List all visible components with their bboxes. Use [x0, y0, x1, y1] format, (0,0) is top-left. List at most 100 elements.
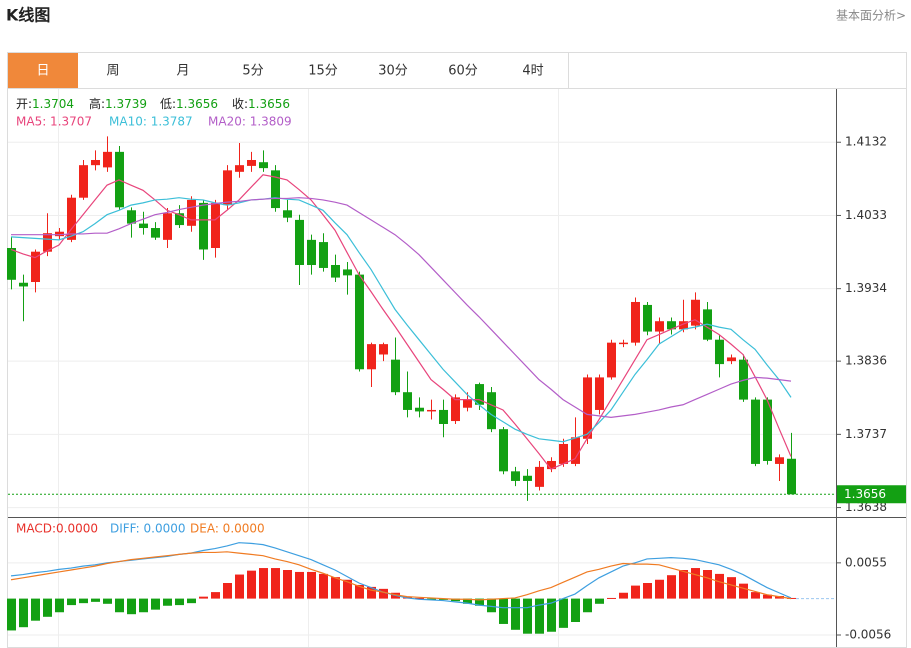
candle-body — [499, 429, 508, 472]
candle-body — [463, 399, 472, 408]
tab[interactable] — [358, 53, 428, 88]
macd-bar — [355, 584, 364, 599]
macd-bar — [367, 586, 376, 599]
macd-legend: DEA: 0.0000 — [190, 522, 265, 536]
candle-body — [175, 213, 184, 226]
macd-bar — [607, 597, 616, 599]
macd-bar — [559, 598, 568, 628]
candle-body — [283, 210, 292, 218]
tab-label[interactable]: 4时 — [522, 64, 543, 79]
indicator-line — [10, 551, 792, 601]
y-tick-label: 0.0055 — [845, 555, 887, 569]
candle-body — [751, 399, 760, 464]
macd-bar — [583, 598, 592, 613]
last-price-label: 1.3656 — [844, 487, 886, 501]
tab[interactable] — [288, 53, 358, 88]
candle-body — [727, 357, 736, 362]
candle-body — [355, 274, 364, 370]
macd-bar — [295, 571, 304, 599]
macd-bar — [655, 579, 664, 599]
macd-bar — [31, 598, 40, 621]
macd-bar — [247, 570, 256, 599]
candle-body — [43, 233, 52, 252]
macd-legend: MACD:0.0000 — [16, 522, 98, 536]
candle-body — [763, 399, 772, 461]
price-panel: 1.41321.40331.39341.38361.37371.36381.36… — [7, 96, 906, 514]
macd-bar — [211, 592, 220, 599]
macd-bar — [523, 598, 532, 634]
macd-bar — [571, 598, 580, 622]
candle-body — [511, 471, 520, 481]
ohlc-label: 收: — [232, 97, 248, 111]
tab-label[interactable]: 月 — [176, 64, 189, 79]
macd-bar — [175, 598, 184, 606]
candle-body — [379, 344, 388, 355]
indicator-line — [10, 542, 792, 609]
candle-body — [91, 159, 100, 166]
tab-label[interactable]: 5分 — [242, 64, 263, 79]
candle-body — [535, 466, 544, 487]
macd-bar — [679, 570, 688, 599]
tab-label[interactable]: 60分 — [448, 64, 478, 79]
macd-bar — [727, 577, 736, 599]
y-tick-label: 1.4033 — [845, 208, 887, 222]
macd-bar — [787, 597, 796, 599]
candle-body — [583, 377, 592, 439]
candle-body — [211, 202, 220, 248]
macd-bar — [427, 598, 436, 600]
candle-body — [403, 392, 412, 410]
candle-body — [547, 460, 556, 470]
macd-bar — [235, 574, 244, 599]
tab-label[interactable]: 15分 — [308, 64, 338, 79]
tab[interactable] — [148, 53, 218, 88]
macd-bar — [331, 577, 340, 599]
tab-label[interactable]: 30分 — [378, 64, 408, 79]
candle-body — [127, 210, 136, 224]
macd-bar — [223, 583, 232, 599]
candle-body — [271, 170, 280, 209]
ma-legend: MA10: 1.3787 — [109, 115, 193, 129]
tab[interactable] — [218, 53, 288, 88]
candle-body — [559, 443, 568, 464]
candle-body — [487, 392, 496, 430]
macd-bar — [91, 598, 100, 602]
macd-bar — [319, 573, 328, 599]
macd-bar — [139, 598, 148, 613]
indicator-line — [10, 197, 792, 443]
tab[interactable] — [498, 53, 568, 88]
candle-body — [595, 377, 604, 410]
macd-bar — [103, 598, 112, 604]
macd-bar — [43, 598, 52, 617]
candle-body — [607, 342, 616, 378]
macd-bar — [595, 598, 604, 604]
tab[interactable] — [78, 53, 148, 88]
candle-body — [667, 321, 676, 330]
tab[interactable] — [8, 53, 78, 88]
macd-bar — [439, 598, 448, 600]
tab[interactable] — [428, 53, 498, 88]
ma-legend: MA20: 1.3809 — [208, 115, 292, 129]
candle-body — [643, 304, 652, 332]
macd-bar — [487, 598, 496, 613]
macd-bar — [199, 596, 208, 599]
candle-body — [655, 321, 664, 332]
candle-body — [415, 407, 424, 412]
tab-label[interactable]: 日 — [36, 64, 49, 79]
candle-body — [775, 457, 784, 464]
candle-body — [391, 359, 400, 393]
candle-body — [691, 299, 700, 326]
candle-body — [571, 437, 580, 464]
ohlc-info: 收:1.3656 — [232, 97, 290, 111]
ohlc-label: 开: — [16, 97, 32, 111]
macd-bar — [115, 598, 124, 613]
fundamental-link[interactable]: 基本面分析> — [836, 9, 906, 23]
y-tick-label: 1.3934 — [845, 281, 887, 295]
macd-bar — [499, 598, 508, 624]
tab-label[interactable]: 周 — [106, 64, 119, 79]
y-tick-label: 1.3836 — [845, 354, 887, 368]
y-tick-label: 1.3737 — [845, 427, 887, 441]
candle-body — [787, 458, 796, 495]
candle-body — [319, 242, 328, 268]
candle-body — [7, 247, 16, 280]
candle-body — [475, 384, 484, 405]
